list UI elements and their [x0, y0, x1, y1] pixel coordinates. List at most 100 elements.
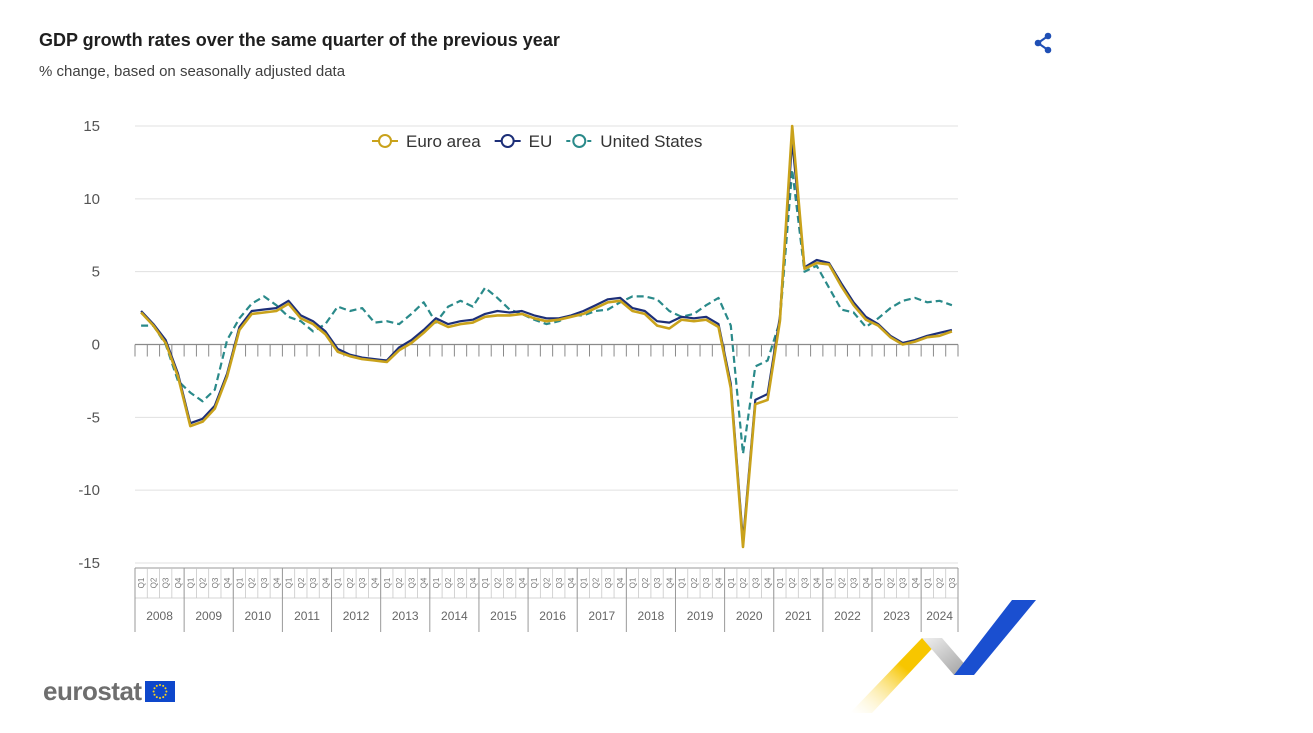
legend-marker-eu — [500, 134, 515, 148]
quarter-label: Q4 — [321, 577, 330, 588]
quarter-label: Q4 — [764, 577, 773, 588]
y-tick-label: -5 — [87, 409, 100, 426]
year-label: 2022 — [834, 609, 861, 623]
eu-flag-icon — [144, 681, 175, 702]
quarter-label: Q1 — [628, 577, 637, 588]
quarter-label: Q1 — [481, 577, 490, 588]
year-label: 2013 — [392, 609, 419, 623]
year-label: 2008 — [146, 609, 173, 623]
quarter-label: Q4 — [174, 577, 183, 588]
quarter-label: Q3 — [751, 577, 760, 588]
y-tick-label: -10 — [78, 482, 100, 499]
legend-label-united-states: United States — [600, 132, 702, 151]
quarter-label: Q2 — [690, 577, 699, 588]
logo-text: eurostat — [43, 676, 142, 706]
quarter-label: Q1 — [137, 577, 146, 588]
quarter-label: Q2 — [248, 577, 257, 588]
quarter-label: Q4 — [862, 577, 871, 588]
quarter-label: Q3 — [702, 577, 711, 588]
quarter-label: Q1 — [923, 577, 932, 588]
quarter-label: Q3 — [850, 577, 859, 588]
year-label: 2010 — [244, 609, 271, 623]
quarter-label: Q1 — [334, 577, 343, 588]
quarter-label: Q3 — [358, 577, 367, 588]
quarter-label: Q3 — [457, 577, 466, 588]
quarter-label: Q4 — [616, 577, 625, 588]
quarter-label: Q1 — [432, 577, 441, 588]
year-label: 2018 — [638, 609, 665, 623]
quarter-label: Q1 — [678, 577, 687, 588]
decorative-ribbon — [850, 598, 1040, 723]
quarter-label: Q4 — [813, 577, 822, 588]
quarter-label: Q1 — [530, 577, 539, 588]
year-label: 2024 — [926, 609, 953, 623]
quarter-label: Q4 — [665, 577, 674, 588]
year-label: 2015 — [490, 609, 517, 623]
year-label: 2009 — [195, 609, 222, 623]
y-tick-label: 10 — [83, 191, 100, 208]
chart-title: GDP growth rates over the same quarter o… — [39, 30, 560, 50]
y-tick-label: 0 — [92, 337, 100, 354]
quarter-label: Q2 — [788, 577, 797, 588]
quarter-label: Q4 — [911, 577, 920, 588]
quarter-label: Q4 — [223, 577, 232, 588]
quarter-label: Q2 — [592, 577, 601, 588]
quarter-label: Q3 — [800, 577, 809, 588]
quarter-label: Q3 — [555, 577, 564, 588]
year-label: 2016 — [539, 609, 566, 623]
quarter-label: Q2 — [395, 577, 404, 588]
quarter-label: Q2 — [837, 577, 846, 588]
year-label: 2014 — [441, 609, 468, 623]
quarter-label: Q1 — [285, 577, 294, 588]
quarter-label: Q4 — [272, 577, 281, 588]
quarter-label: Q3 — [506, 577, 515, 588]
y-tick-label: 5 — [92, 264, 100, 281]
year-label: 2023 — [883, 609, 910, 623]
quarter-label: Q4 — [518, 577, 527, 588]
quarter-label: Q2 — [739, 577, 748, 588]
year-label: 2020 — [736, 609, 763, 623]
quarter-label: Q2 — [886, 577, 895, 588]
quarter-label: Q1 — [383, 577, 392, 588]
quarter-label: Q4 — [714, 577, 723, 588]
quarter-label: Q2 — [297, 577, 306, 588]
quarter-label: Q3 — [948, 577, 957, 588]
legend-marker-euro-area — [378, 134, 392, 148]
quarter-label: Q1 — [235, 577, 244, 588]
quarter-label: Q4 — [469, 577, 478, 588]
quarter-label: Q3 — [211, 577, 220, 588]
quarter-label: Q3 — [309, 577, 318, 588]
legend-label-euro-area: Euro area — [406, 132, 481, 151]
quarter-label: Q3 — [899, 577, 908, 588]
quarter-label: Q1 — [579, 577, 588, 588]
year-label: 2012 — [343, 609, 370, 623]
quarter-label: Q2 — [641, 577, 650, 588]
quarter-label: Q1 — [776, 577, 785, 588]
chart-subtitle: % change, based on seasonally adjusted d… — [39, 63, 346, 80]
y-tick-label: 15 — [83, 118, 100, 135]
quarter-label: Q3 — [604, 577, 613, 588]
quarter-label: Q3 — [260, 577, 269, 588]
series-line-united-states — [141, 168, 953, 455]
quarter-label: Q2 — [543, 577, 552, 588]
quarter-label: Q2 — [493, 577, 502, 588]
year-label: 2021 — [785, 609, 812, 623]
quarter-label: Q1 — [825, 577, 834, 588]
quarter-label: Q2 — [149, 577, 158, 588]
share-icon[interactable] — [1030, 30, 1056, 56]
quarter-label: Q3 — [407, 577, 416, 588]
legend-marker-united-states — [572, 134, 587, 148]
quarter-label: Q4 — [567, 577, 576, 588]
year-label: 2019 — [687, 609, 714, 623]
quarter-label: Q1 — [727, 577, 736, 588]
series-line-euro-area — [140, 124, 953, 549]
year-label: 2011 — [294, 609, 320, 623]
y-tick-label: -15 — [78, 555, 100, 572]
eurostat-logo: eurostat — [43, 676, 175, 707]
quarter-label: Q3 — [162, 577, 171, 588]
quarter-label: Q3 — [653, 577, 662, 588]
quarter-label: Q4 — [371, 577, 380, 588]
quarter-label: Q4 — [420, 577, 429, 588]
quarter-label: Q1 — [186, 577, 195, 588]
